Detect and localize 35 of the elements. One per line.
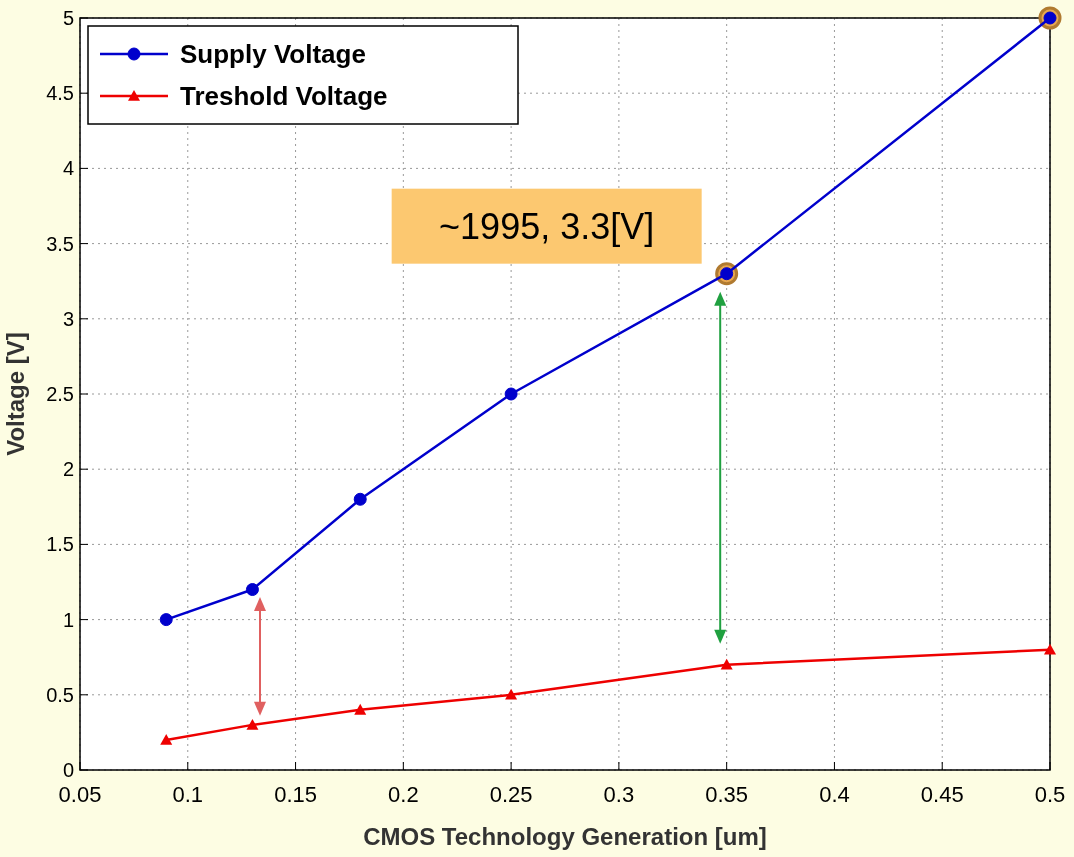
y-tick-label: 1.5 xyxy=(46,533,74,556)
y-tick-label: 2 xyxy=(62,458,74,481)
x-tick-label: 0.45 xyxy=(920,782,964,807)
point xyxy=(504,387,518,401)
x-axis-title: CMOS Technology Generation [um] xyxy=(363,823,767,850)
point xyxy=(245,583,259,597)
x-tick-label: 0.4 xyxy=(819,782,850,807)
point xyxy=(246,718,259,730)
x-tick-label: 0.35 xyxy=(705,782,749,807)
point xyxy=(354,703,367,715)
point xyxy=(720,658,733,670)
point xyxy=(505,688,518,700)
y-tick-label: 2.5 xyxy=(46,383,74,405)
x-tick-label: 0.25 xyxy=(489,782,533,807)
point xyxy=(159,613,173,627)
y-tick-label: 5 xyxy=(62,7,74,29)
y-axis-title: Voltage [V] xyxy=(2,332,29,456)
y-tick-label: 0.5 xyxy=(46,683,74,706)
y-tick-label: 1 xyxy=(62,608,74,631)
y-tick-label: 3 xyxy=(62,307,74,330)
x-tick-label: 0.15 xyxy=(274,782,317,807)
x-tick-label: 0.3 xyxy=(603,782,635,807)
annotation: ~1995, 3.3[V] xyxy=(439,205,655,247)
x-tick-label: 0.1 xyxy=(172,782,204,807)
y-tick-label: 4 xyxy=(62,157,74,180)
y-tick-label: 0 xyxy=(62,759,74,781)
x-tick-label: 0.5 xyxy=(1034,782,1066,807)
legend-label: Treshold Voltage xyxy=(180,81,388,111)
x-tick-label: 0.05 xyxy=(58,782,102,807)
legend-label: Supply Voltage xyxy=(180,39,366,69)
x-tick-label: 0.2 xyxy=(388,782,419,807)
y-tick-label: 3.5 xyxy=(46,232,74,255)
y-tick-label: 4.5 xyxy=(46,82,74,105)
point xyxy=(160,733,173,745)
point xyxy=(353,492,367,506)
